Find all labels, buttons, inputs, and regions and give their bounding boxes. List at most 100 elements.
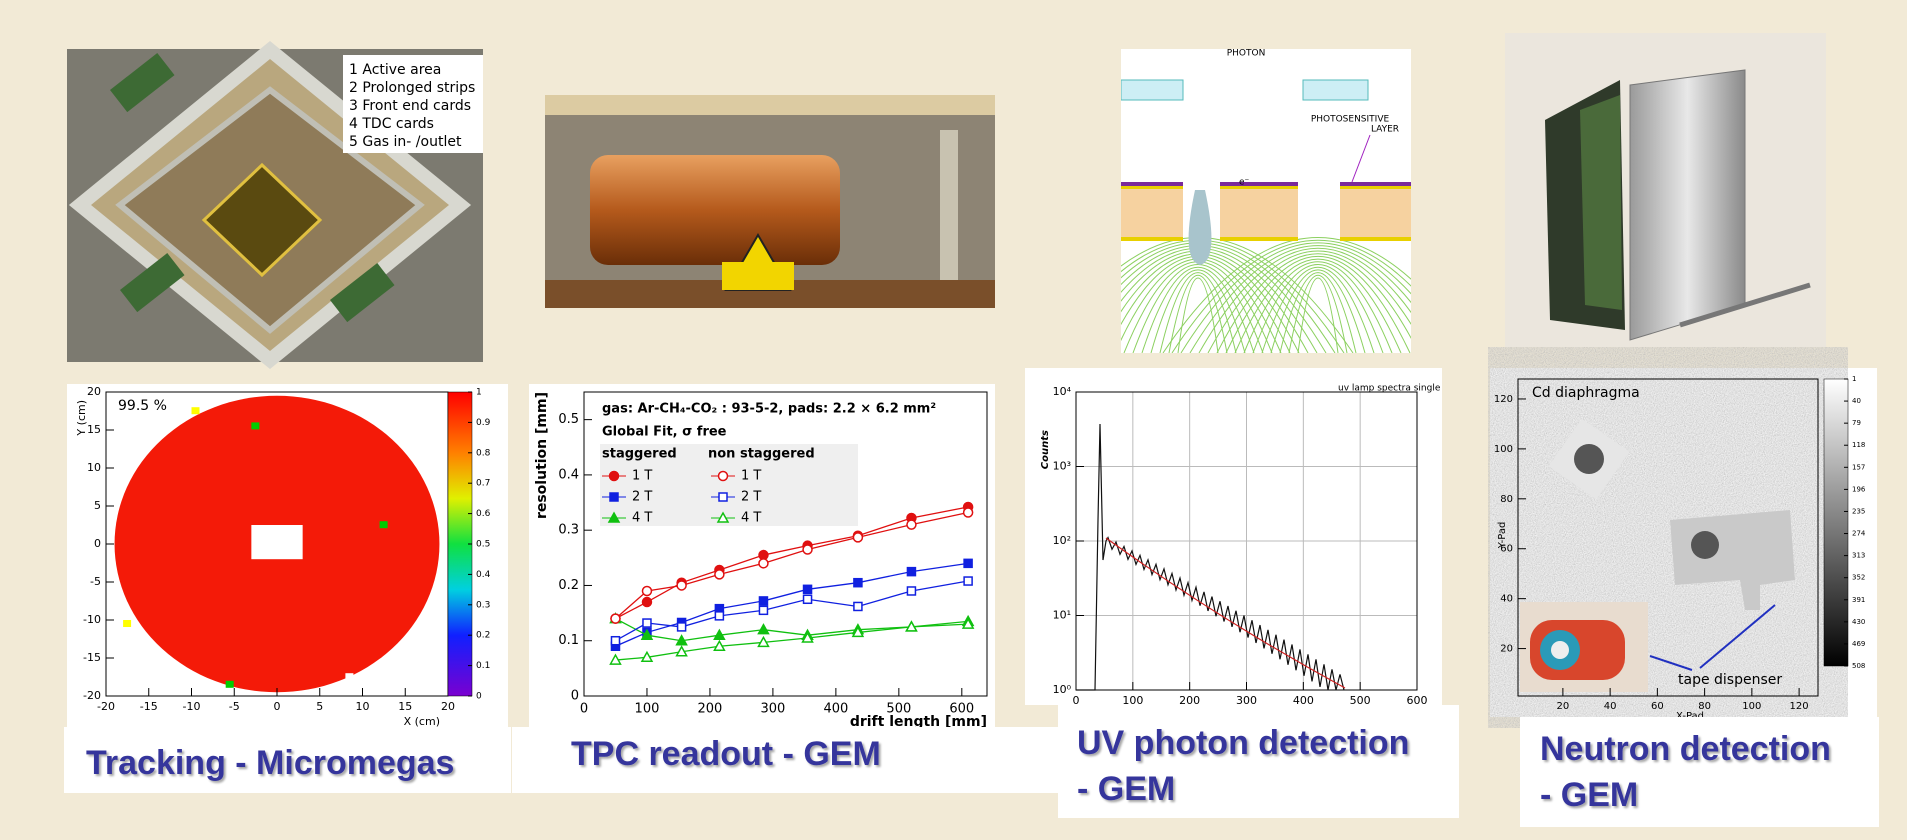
gem-electrode: [1220, 186, 1298, 189]
point: [853, 577, 863, 588]
dispenser-hole: [1691, 531, 1719, 559]
field-line: [1150, 269, 1246, 353]
y-tick-label: 120: [1494, 394, 1513, 405]
caption: TPC readout - GEM: [571, 735, 881, 773]
x-tick-label: 20: [441, 700, 455, 713]
caption: UV photon detection: [1077, 724, 1409, 762]
colorbar-label: 0.5: [476, 540, 490, 550]
gem-foil: [1340, 185, 1411, 240]
x-tick-label: 400: [1293, 694, 1314, 707]
colorbar: [1823, 378, 1849, 667]
caption-box: [1058, 705, 1459, 818]
heatmap-cell: [123, 452, 132, 460]
heatmap-cell: [413, 650, 422, 658]
spectrum: [1076, 423, 1345, 691]
colorbar-label: 196: [1852, 485, 1866, 493]
point: [906, 586, 917, 596]
legend-label: 4 T: [632, 511, 652, 526]
point: [675, 634, 688, 646]
x-tick-label: 500: [1350, 694, 1371, 707]
photo-label: PHOTOSENSITIVE: [1311, 115, 1390, 125]
legend-label: 4 T: [741, 511, 761, 526]
y-tick-label: 10: [87, 461, 101, 474]
y-tick-label: 60: [1500, 544, 1513, 555]
point: [853, 601, 863, 612]
colorbar-label: 0.8: [476, 448, 491, 458]
y-tick-label: 0.2: [558, 578, 579, 593]
plot-title: uv lamp spectra single: [1338, 384, 1441, 394]
heatmap-cell: [225, 680, 234, 688]
point: [851, 625, 865, 638]
legend-marker: [607, 511, 621, 523]
point: [676, 580, 687, 591]
gem-electrode: [1340, 182, 1411, 186]
y-tick-label: 0.1: [558, 633, 579, 648]
y-tick-label: 40: [1500, 594, 1513, 605]
legend-header: non staggered: [708, 447, 815, 462]
legend-header: staggered: [602, 447, 677, 462]
x-tick-label: -5: [229, 700, 240, 713]
plot-bg: [1025, 368, 1442, 705]
y-tick-label: -20: [83, 689, 101, 702]
y-tick-label: 20: [87, 385, 101, 398]
y-tick-label: 20: [1500, 644, 1513, 655]
point: [713, 628, 726, 640]
point: [675, 645, 688, 657]
point: [713, 639, 726, 652]
legend-box: [343, 55, 483, 153]
caliper: [1679, 282, 1811, 328]
photo-label: LAYER: [1371, 125, 1399, 135]
photo-label: 3 Front end cards: [349, 98, 471, 114]
gem-electrode: [1340, 186, 1411, 189]
caption-box: [512, 727, 1062, 793]
shelf: [545, 95, 995, 115]
photo-label: 1 Active area: [349, 62, 441, 78]
point: [802, 544, 813, 555]
photo-label: PHOTON: [1227, 49, 1266, 59]
x-tick-label: 100: [1122, 694, 1143, 707]
field-line: [1207, 250, 1411, 353]
y-tick-label: 10⁴: [1053, 385, 1072, 398]
colorbar-label: 0.7: [476, 479, 490, 489]
point: [714, 611, 725, 621]
x-tick-label: 40: [1604, 701, 1617, 712]
x-axis-label: X (cm): [404, 715, 440, 728]
gem-foil: [1220, 185, 1298, 240]
point: [758, 558, 769, 569]
colorbar-label: 0.1: [476, 661, 490, 671]
magnet: [590, 155, 840, 265]
point: [610, 635, 621, 646]
frame: [940, 130, 958, 280]
colorbar-label: 391: [1852, 596, 1865, 604]
electrode: [1302, 79, 1369, 101]
colorbar-label: 274: [1852, 530, 1866, 538]
point: [905, 620, 918, 632]
y-tick-label: 0.5: [558, 412, 579, 427]
electronics: [1580, 95, 1622, 310]
field-line: [1159, 272, 1237, 353]
active-area: [201, 162, 323, 278]
heatmap-cell: [123, 620, 132, 627]
colorbar-label: 40: [1852, 397, 1861, 405]
diaphragm-hole: [1574, 444, 1604, 474]
colorbar-label: 118: [1852, 441, 1865, 449]
front-end-card: [120, 253, 185, 313]
colorbar-label: 157: [1852, 463, 1865, 471]
annotation: Cd diaphragma: [1532, 385, 1640, 401]
y-tick-label: 10¹: [1053, 609, 1071, 622]
y-tick-label: 0: [571, 689, 579, 704]
y-axis-label: Y (cm): [75, 400, 88, 437]
colorbar-label: 235: [1852, 507, 1865, 515]
x-tick-label: 5: [316, 700, 323, 713]
point: [757, 635, 770, 648]
x-tick-label: 100: [1742, 701, 1761, 712]
front-end-card: [110, 53, 175, 113]
y-tick-label: 100: [1494, 444, 1513, 455]
colorbar-label: 352: [1852, 574, 1865, 582]
legend-label: 1 T: [741, 469, 761, 484]
x-tick-label: 100: [635, 702, 660, 717]
legend-label: 2 T: [632, 490, 652, 505]
gem-electrode: [1220, 237, 1298, 241]
field-line: [1270, 269, 1366, 353]
point: [641, 585, 653, 597]
